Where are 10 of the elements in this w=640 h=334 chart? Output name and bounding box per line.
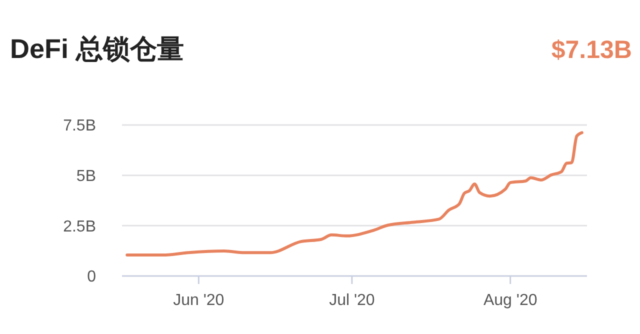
chart-title: DeFi 总锁仓量 xyxy=(10,34,184,64)
x-tick-label: Aug '20 xyxy=(483,292,538,309)
y-tick-label: 5B xyxy=(76,168,96,185)
x-tick-label: Jun '20 xyxy=(173,292,224,309)
x-tick-label: Jul '20 xyxy=(329,292,375,309)
y-tick-label: 2.5B xyxy=(63,218,96,236)
y-tick-label: 0 xyxy=(87,268,96,286)
y-tick-label: 7.5B xyxy=(63,118,96,135)
chart-subtitle: $7.13B xyxy=(551,36,632,64)
line-series xyxy=(126,131,584,257)
